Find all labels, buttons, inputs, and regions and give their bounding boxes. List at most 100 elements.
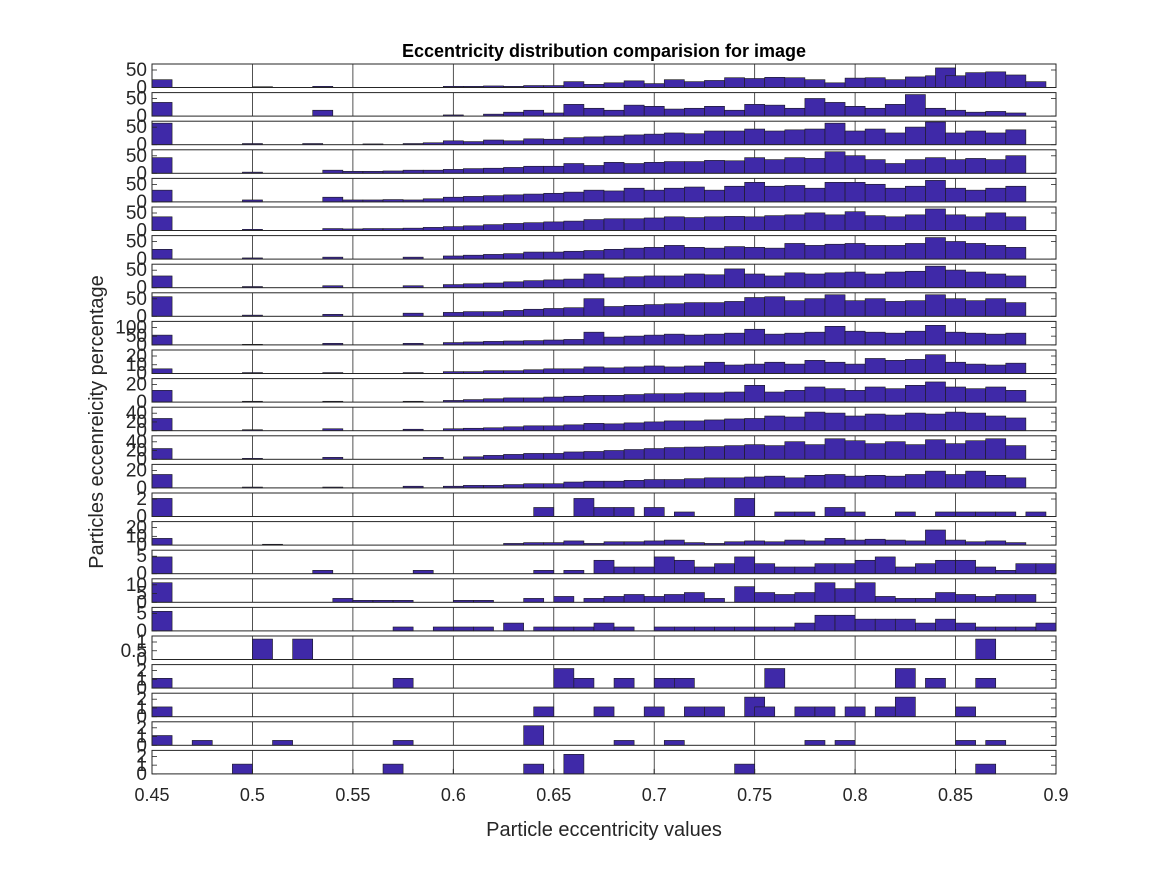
histogram-bar [754, 563, 776, 575]
histogram-bar [704, 106, 725, 117]
y-tick-label: 5 [136, 546, 147, 567]
histogram-bar [864, 443, 886, 460]
histogram-bar [784, 272, 806, 289]
histogram-bar [704, 333, 725, 346]
histogram-bar [593, 706, 615, 717]
histogram-bar [864, 183, 886, 203]
histogram-bar [503, 281, 524, 289]
y-tick-label: 1 [136, 632, 147, 653]
y-tick-label: 0 [136, 764, 147, 785]
histogram-bar [674, 626, 695, 632]
histogram-bar [523, 397, 545, 403]
histogram-bar [884, 441, 906, 460]
histogram-bar [784, 243, 806, 260]
histogram-bar [563, 220, 585, 231]
y-tick-label: 0 [136, 163, 147, 184]
histogram-panel: 210 [136, 661, 1057, 699]
histogram-bar [925, 180, 946, 203]
histogram-bar [965, 363, 986, 374]
histogram-bar [844, 243, 866, 260]
histogram-bar [663, 393, 685, 403]
histogram-bar [724, 301, 745, 317]
histogram-bar [905, 359, 926, 374]
histogram-bar [975, 511, 997, 517]
histogram-bar [824, 102, 846, 117]
histogram-bar [784, 416, 806, 432]
histogram-bar [312, 109, 334, 117]
histogram-bar [844, 300, 866, 317]
histogram-bar [804, 331, 826, 346]
histogram-bar [844, 390, 866, 403]
histogram-bar [653, 678, 675, 689]
histogram-bar [663, 187, 685, 203]
histogram-bar [684, 107, 705, 117]
histogram-bar [563, 395, 585, 403]
histogram-bar [935, 592, 956, 603]
histogram-bar [563, 81, 585, 88]
histogram-bar [814, 582, 836, 603]
y-tick-label: 0 [136, 306, 147, 327]
histogram-bar [704, 160, 725, 174]
histogram-panel: 200 [126, 375, 1057, 413]
histogram-bar [985, 159, 1007, 174]
histogram-bar [985, 71, 1007, 88]
histogram-bar [884, 414, 906, 431]
y-tick-label: 50 [126, 117, 147, 138]
histogram-bar [704, 216, 725, 231]
histogram-bar [684, 133, 705, 146]
y-axis-label: Particles eccenreicity percentage [86, 275, 108, 568]
histogram-bar [523, 280, 545, 288]
histogram-bar [442, 169, 464, 174]
histogram-bar [603, 596, 625, 603]
panel-frame [151, 463, 1057, 489]
histogram-bar [985, 245, 1007, 260]
histogram-bar [533, 706, 555, 717]
histogram-bar [442, 196, 464, 203]
histogram-bar [965, 412, 986, 432]
histogram-bar [583, 165, 605, 174]
histogram-bar [623, 218, 645, 231]
histogram-bar [603, 541, 625, 546]
histogram-bar [965, 440, 986, 460]
histogram-panel: 50 [136, 603, 1057, 642]
histogram-bar [663, 79, 685, 88]
histogram-bar [905, 214, 926, 231]
y-tick-label: 1 [136, 698, 147, 719]
histogram-bar [151, 189, 173, 203]
histogram-bar [684, 446, 705, 460]
histogram-bar [864, 273, 886, 289]
histogram-bar [905, 94, 926, 117]
histogram-bar [824, 388, 846, 403]
histogram-bar [894, 618, 916, 632]
histogram-bar [633, 566, 655, 575]
histogram-bar [774, 594, 796, 603]
histogram-bar [794, 622, 816, 632]
histogram-bar [925, 157, 946, 174]
histogram-bar [151, 368, 173, 374]
histogram-bar [623, 187, 645, 203]
histogram-bar [704, 706, 725, 717]
histogram-bar [784, 185, 806, 203]
histogram-bar [965, 388, 986, 403]
histogram-bar [553, 596, 575, 603]
histogram-panels: 5005005005005005005005005001005002010020… [115, 60, 1057, 785]
x-tick-label: 0.8 [843, 785, 868, 805]
histogram-bar [453, 626, 474, 632]
histogram-bar [533, 626, 555, 632]
y-tick-label: 0 [136, 106, 147, 127]
histogram-bar [965, 300, 986, 317]
histogram-bar [864, 215, 886, 231]
histogram-bar [945, 75, 966, 88]
histogram-panel: 20 [136, 489, 1057, 528]
histogram-bar [744, 385, 766, 403]
histogram-bar [483, 224, 504, 231]
histogram-bar [774, 626, 796, 632]
histogram-bar [894, 598, 916, 603]
histogram-bar [563, 191, 585, 203]
histogram-bar [844, 475, 866, 489]
histogram-bar [593, 559, 615, 574]
histogram-bar [794, 511, 816, 517]
histogram-bar [774, 511, 796, 517]
histogram-bar [985, 187, 1007, 203]
panel-frame [151, 263, 1057, 289]
